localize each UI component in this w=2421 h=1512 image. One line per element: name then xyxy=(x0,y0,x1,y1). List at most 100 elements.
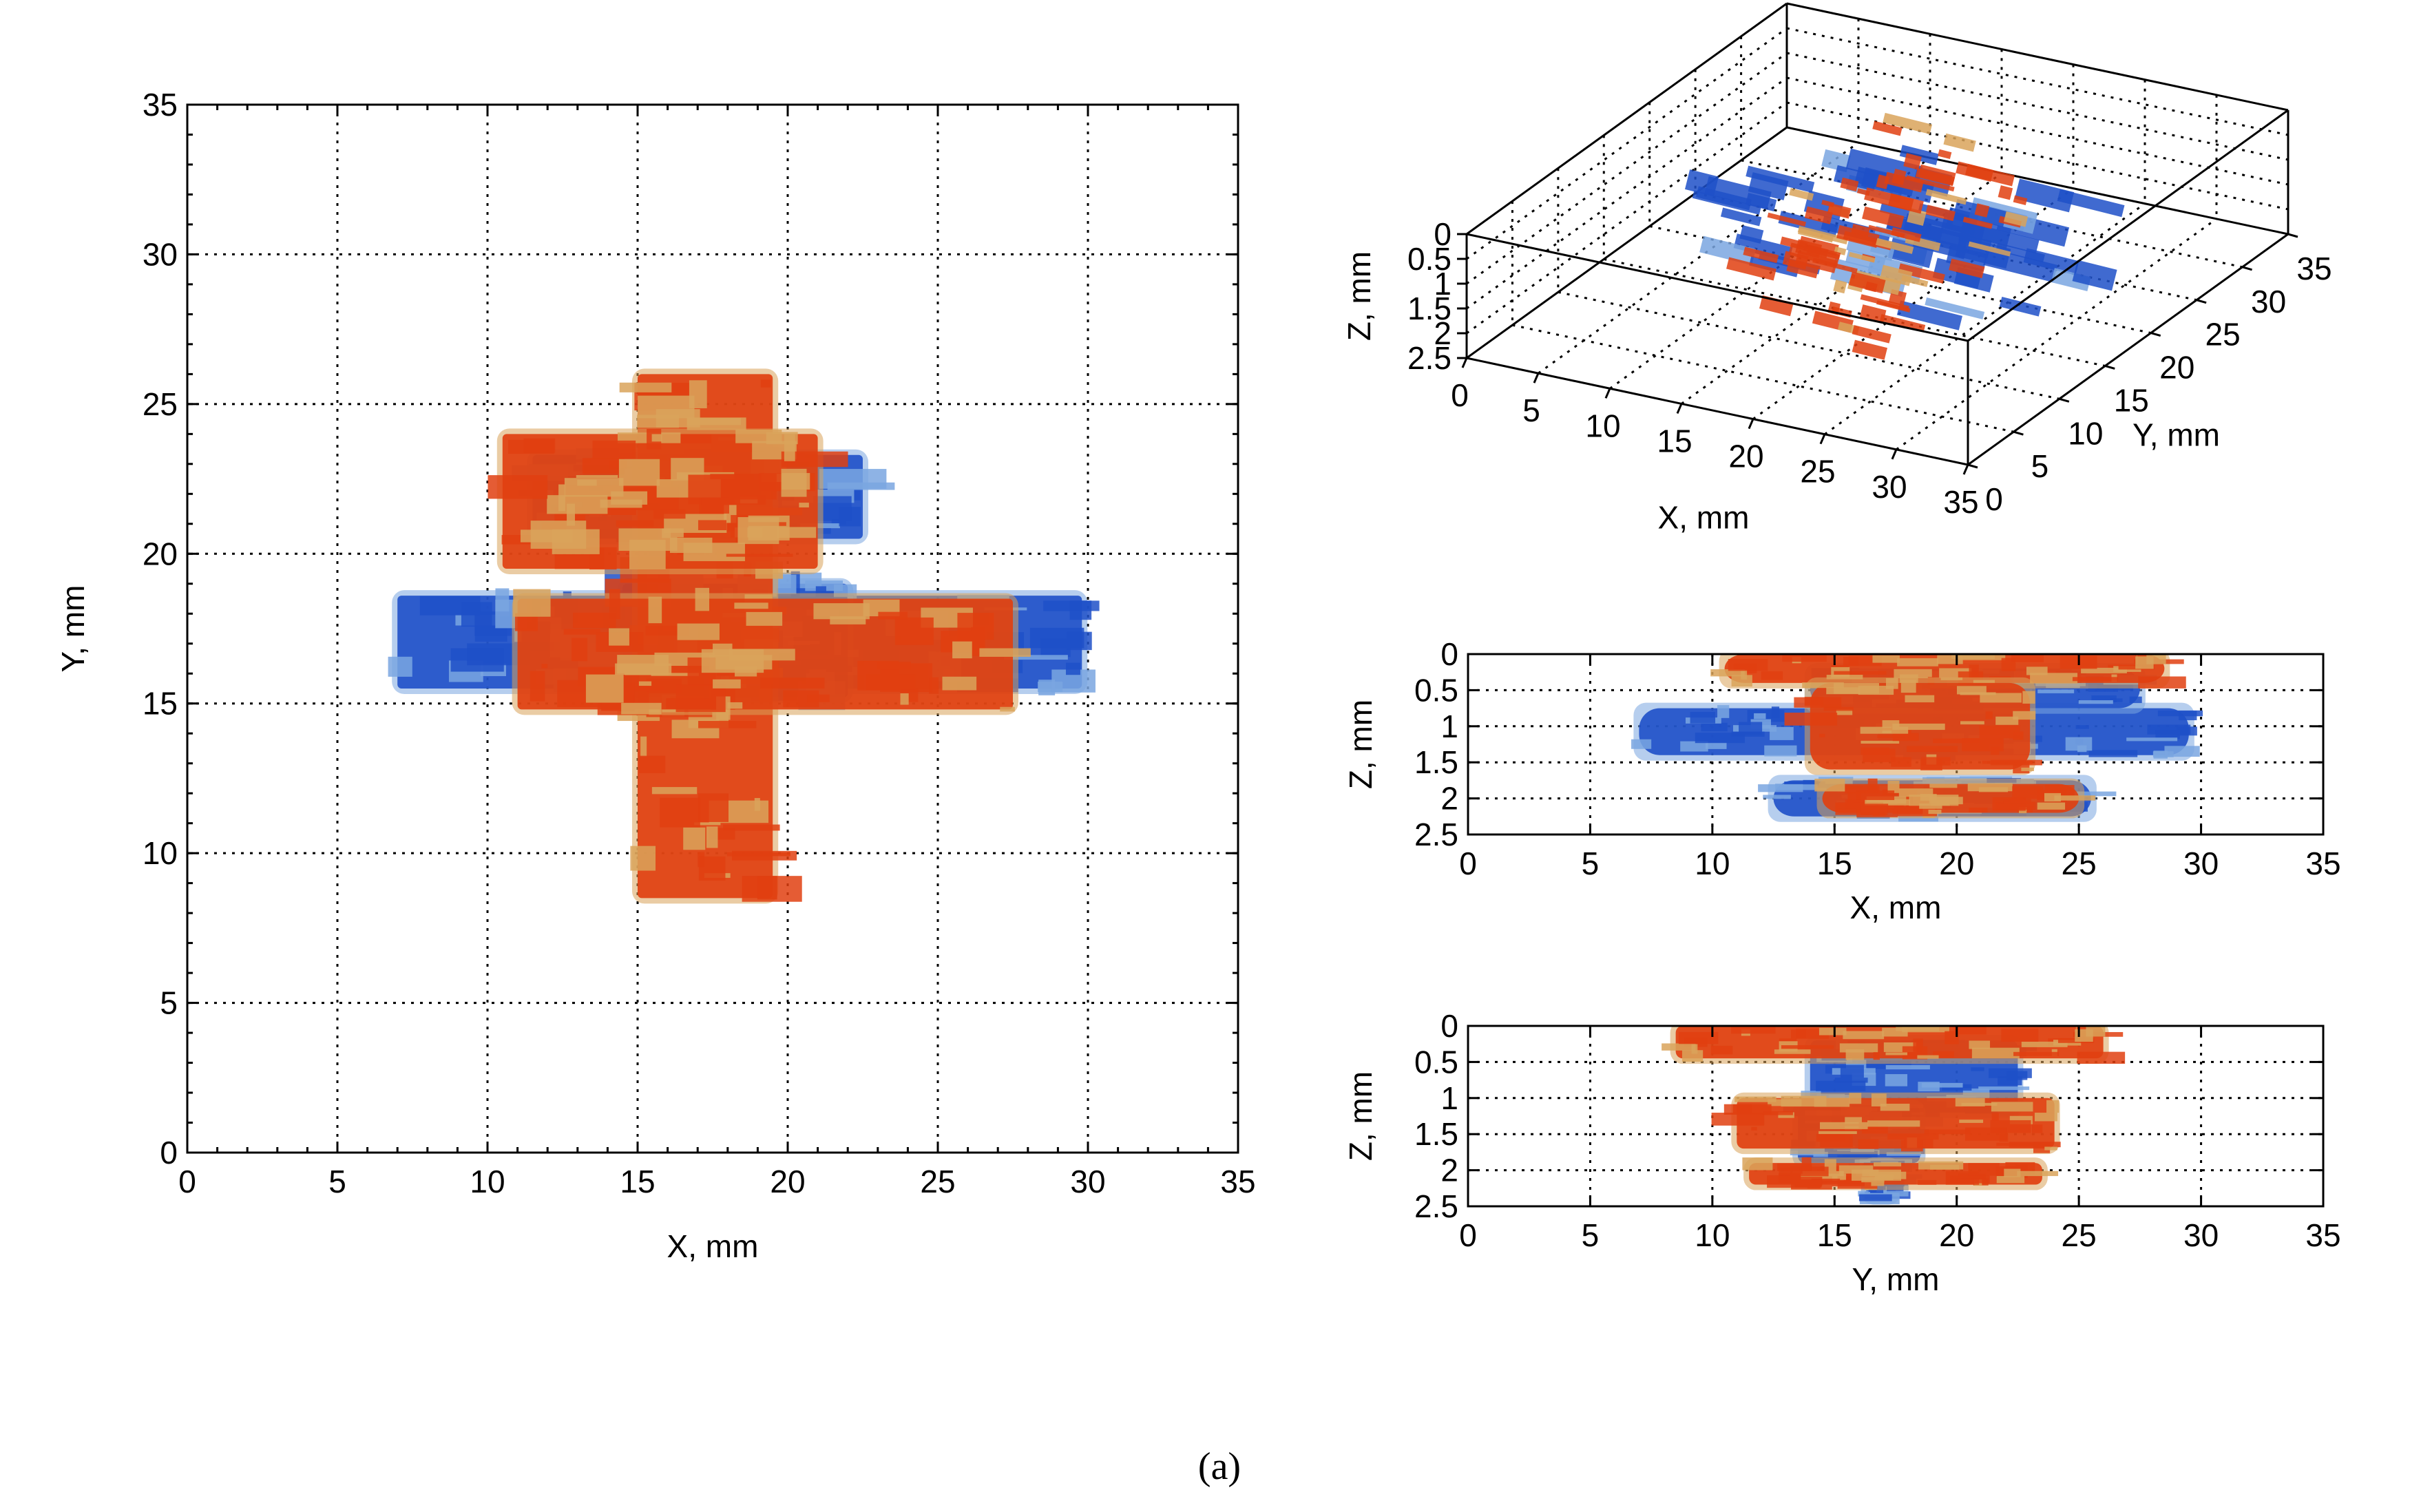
xy-xtick-label-2: 10 xyxy=(470,1164,505,1199)
yz-orange-texture-0-25 xyxy=(1710,1045,1733,1055)
xy-orange-texture-1-17 xyxy=(1000,706,1015,712)
xz-orange-texture-1-8 xyxy=(1784,713,1838,726)
yz-orange-texture-2-3 xyxy=(1820,1166,1855,1173)
xyz-orange-blob-0-51 xyxy=(1789,188,1814,201)
xy-orange-texture-1-50 xyxy=(648,596,662,624)
yz-ytick-label-3: 1.5 xyxy=(1414,1116,1458,1152)
xy-orange-texture-0-44 xyxy=(687,418,742,426)
yz-orange-texture-0-43 xyxy=(2075,1029,2093,1042)
xyz-orange-blob-0-37 xyxy=(1949,258,1985,279)
yz-xtick-label-2: 10 xyxy=(1695,1217,1730,1253)
yz-orange-texture-0-21 xyxy=(1969,1040,1991,1049)
xz-orange-texture-1-38 xyxy=(1962,738,2004,752)
xyz-tick-x-2 xyxy=(1604,388,1611,399)
xyz-ytick-label-5: 25 xyxy=(2205,317,2241,353)
xz-blue-texture-1-25 xyxy=(2110,698,2123,702)
xyz-orange-blob-0-27 xyxy=(1804,206,1833,224)
yz-orange-texture-0-23 xyxy=(1843,1031,1885,1040)
xz-orange-texture-1-21 xyxy=(1985,711,1993,720)
xz-orange-texture-1-22 xyxy=(1990,759,2042,766)
xy-data xyxy=(388,368,1100,904)
xyz-edge-front-bottom xyxy=(1466,357,1969,466)
yz-orange-texture-1-37 xyxy=(1820,1122,1868,1129)
xz-orange-texture-2-2 xyxy=(1845,786,1880,794)
yz-orange-texture-2-1 xyxy=(1873,1162,1902,1167)
xz-orange-texture-2-40 xyxy=(2012,786,2044,799)
xyz-blue-blob-0-3 xyxy=(1821,149,1851,173)
xz-ytick-label-5: 2.5 xyxy=(1414,817,1458,852)
xyz-xtick-label-7: 35 xyxy=(1943,484,1978,520)
xz-blue-texture-1-2 xyxy=(2091,695,2117,702)
figure-caption: (a) xyxy=(1198,1445,1241,1488)
xyz-orange-blob-0-68 xyxy=(1849,271,1886,294)
yz-orange-texture-0-24 xyxy=(1933,1051,1954,1058)
yz-orange-texture-2-35 xyxy=(2004,1168,2021,1177)
xyz-ztick-label-4: 2 xyxy=(1434,315,1451,351)
xy-orange-texture-2-29 xyxy=(592,440,636,459)
xz-orange-texture-1-28 xyxy=(1861,740,1900,744)
yz-orange-texture-0-16 xyxy=(1873,1052,1880,1060)
xyz-orange-blob-0-17 xyxy=(1965,163,2015,187)
xy-blue-texture-0-58 xyxy=(1065,662,1080,675)
xyz-tick-y-3 xyxy=(2104,364,2115,370)
xyz-orange-blob-0-75 xyxy=(1812,258,1858,274)
yz-orange-texture-1-32 xyxy=(1887,1133,1939,1140)
xy-blue-texture-1-47 xyxy=(827,482,895,490)
yz-orange-texture-2-29 xyxy=(1929,1164,1960,1170)
yz-orange-texture-2-5 xyxy=(1918,1179,1937,1185)
xz-data xyxy=(1631,654,2203,822)
yz-orange-texture-1-17 xyxy=(1959,1120,1984,1123)
xz-orange-texture-1-39 xyxy=(1905,695,1935,703)
xy-orange-texture-2-40 xyxy=(651,434,662,442)
xyz-tick-y-0 xyxy=(1967,463,1978,469)
xz-orange-texture-0-20 xyxy=(1782,654,1827,662)
xyz-tick-y-5 xyxy=(2196,299,2207,304)
xy-ytick-label-5: 25 xyxy=(143,386,178,422)
xz-orange-texture-1-29 xyxy=(1892,733,1919,742)
xz-orange-texture-1-32 xyxy=(1906,746,1958,753)
xz-orange-texture-0-34 xyxy=(1872,655,1900,663)
xyz-blue-blob-0-42 xyxy=(1749,255,1799,277)
xz-blue-texture-1-13 xyxy=(2129,696,2142,704)
yz-orange-texture-0-15 xyxy=(1945,1031,1959,1044)
xz-blue-texture-0-24 xyxy=(1631,739,1652,749)
xyz-ztick-label-5: 2.5 xyxy=(1407,340,1451,376)
xz-blue-texture-0-12 xyxy=(1754,713,1766,720)
xz-orange-texture-2-1 xyxy=(1929,784,1958,788)
yz-orange-texture-0-17 xyxy=(2021,1041,2068,1047)
yz-blue-texture-0-15 xyxy=(1885,1064,1930,1070)
yz-orange-texture-2-32 xyxy=(1801,1157,1812,1171)
xyz-zlabel: Z, mm xyxy=(1341,251,1377,341)
yz-orange-texture-1-14 xyxy=(2032,1124,2043,1133)
xyz-ytick-label-4: 20 xyxy=(2159,350,2194,386)
xz-blue-texture-0-31 xyxy=(2179,711,2197,721)
yz-orange-texture-1-23 xyxy=(2046,1100,2060,1113)
xyz-tick-y-7 xyxy=(2287,233,2298,238)
xz-orange-texture-1-3 xyxy=(1826,687,1861,695)
xy-xtick-label-4: 20 xyxy=(770,1164,805,1199)
yz-orange-texture-1-5 xyxy=(1840,1127,1868,1131)
xyz-orange-blob-0-52 xyxy=(2013,195,2028,205)
xy-orange-texture-2-62 xyxy=(662,528,671,538)
xyz-ylabel: Y, mm xyxy=(2132,417,2220,453)
xz-blue-texture-0-39 xyxy=(1690,711,1716,724)
xyz-ztick-label-2: 1 xyxy=(1434,266,1451,302)
xz-orange-texture-2-5 xyxy=(1969,807,1988,812)
xy-orange-texture-2-45 xyxy=(726,554,793,557)
xz-orange-texture-0-35 xyxy=(1834,671,1887,675)
xyz-xtick-label-1: 5 xyxy=(1522,392,1540,428)
xy-orange-texture-1-58 xyxy=(701,649,764,673)
xy-orange-texture-0-18 xyxy=(640,736,647,757)
xyz-orange-blob-0-78 xyxy=(1780,236,1808,251)
xz-orange-texture-0-27 xyxy=(1728,659,1768,671)
xy-orange-texture-1-3 xyxy=(651,673,699,676)
xy-ytick-label-2: 10 xyxy=(143,835,178,871)
yz-orange-texture-2-42 xyxy=(1871,1182,1885,1186)
yz-xtick-label-5: 25 xyxy=(2062,1217,2097,1253)
xy-orange-texture-2-69 xyxy=(618,459,660,486)
yz-orange-texture-0-2 xyxy=(1953,1026,1987,1035)
xyz-tick-x-0 xyxy=(1461,357,1468,368)
xz-axes-frame xyxy=(1467,653,2325,836)
xy-blue-texture-0-31 xyxy=(1069,600,1092,620)
xyz-blue-blob-0-11 xyxy=(2057,189,2125,218)
